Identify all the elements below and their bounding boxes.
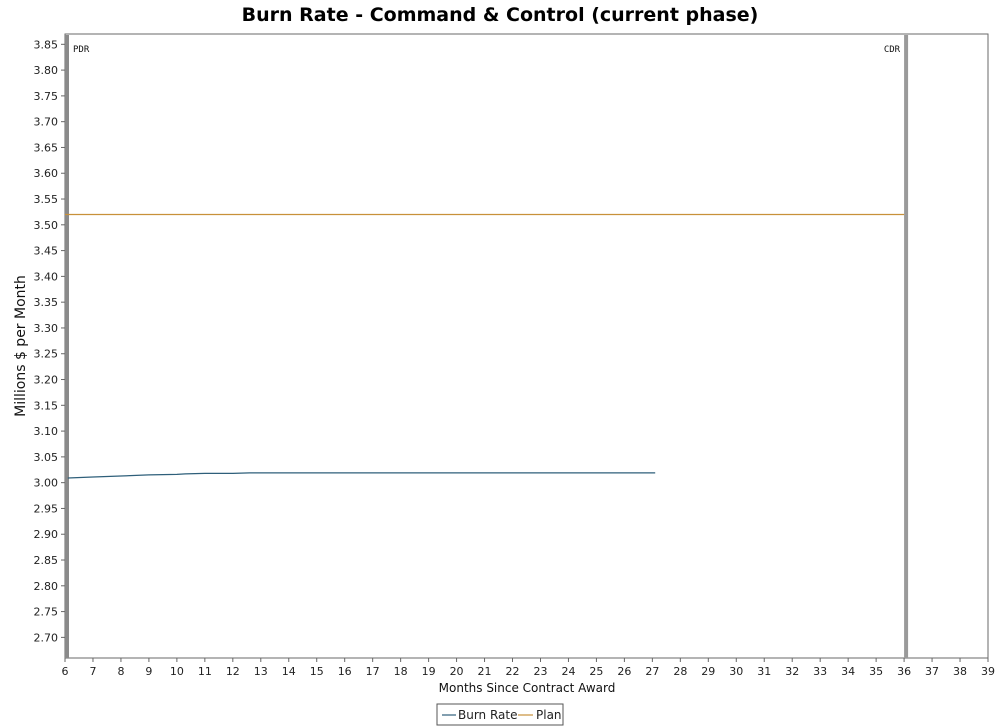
x-tick-label: 14 [282,665,296,678]
x-tick-label: 10 [170,665,184,678]
y-tick-label: 3.00 [34,477,59,490]
y-tick-label: 3.20 [34,374,59,387]
x-axis-label: Months Since Contract Award [439,681,616,695]
legend: Burn Rate Plan [436,703,564,726]
x-tick-label: 8 [117,665,124,678]
chart-title: Burn Rate - Command & Control (current p… [242,4,759,26]
x-tick-label: 19 [422,665,436,678]
plot-area [64,33,989,659]
y-axis-label: Millions $ per Month [13,275,29,417]
y-tick-label: 2.75 [34,606,59,619]
x-tick-label: 32 [785,665,799,678]
y-tick-label: 3.45 [34,245,59,258]
x-tick-label: 31 [757,665,771,678]
x-tick-label: 28 [673,665,687,678]
x-tick-label: 25 [589,665,603,678]
x-tick-label: 38 [953,665,967,678]
y-tick-label: 3.55 [34,193,59,206]
marker-cdr-label: CDR [884,45,901,55]
y-tick-label: 3.30 [34,322,59,335]
y-tick-label: 2.80 [34,580,59,593]
x-tick-label: 6 [62,665,69,678]
series-lines [65,213,905,479]
y-tick-label: 3.35 [34,296,59,309]
x-tick-label: 18 [394,665,408,678]
legend-label-burn-rate: Burn Rate [458,708,518,722]
y-tick-label: 3.85 [34,38,59,51]
x-tick-label: 7 [89,665,96,678]
x-tick-label: 22 [506,665,520,678]
y-tick-label: 3.05 [34,451,59,464]
y-tick-label: 3.75 [34,90,59,103]
y-tick-label: 2.70 [34,631,59,644]
x-tick-label: 9 [145,665,152,678]
marker-pdr-label: PDR [73,45,90,55]
legend-box [436,703,564,726]
x-tick-label: 34 [841,665,855,678]
y-axis: 2.70 2.75 2.80 2.85 2.90 2.95 3.00 3.05 3.10 3.15… [34,38,65,644]
x-tick-label: 15 [310,665,324,678]
y-tick-label: 3.10 [34,425,59,438]
x-tick-label: 24 [561,665,575,678]
x-tick-label: 30 [729,665,743,678]
x-tick-label: 27 [645,665,659,678]
y-tick-label: 3.25 [34,348,59,361]
legend-label-plan: Plan [536,708,562,722]
x-tick-label: 11 [198,665,212,678]
x-tick-label: 36 [897,665,911,678]
x-tick-label: 33 [813,665,827,678]
x-axis: 6 7 8 9 10 11 12 13 14 15 16 17 18 19 20 21 22 23 24 25 26 27… [62,658,995,678]
y-tick-label: 3.40 [34,270,59,283]
x-tick-label: 16 [338,665,352,678]
y-tick-label: 2.95 [34,502,59,515]
y-tick-label: 3.65 [34,141,59,154]
x-tick-label: 17 [366,665,380,678]
x-tick-label: 35 [869,665,883,678]
x-tick-label: 13 [254,665,268,678]
x-tick-label: 26 [617,665,631,678]
series-line-burn-rate [67,472,656,479]
y-tick-label: 3.50 [34,219,59,232]
milestone-markers: PDR CDR [65,35,909,658]
x-tick-label: 29 [701,665,715,678]
y-tick-label: 3.70 [34,116,59,129]
x-tick-label: 37 [925,665,939,678]
x-tick-label: 23 [533,665,547,678]
x-tick-label: 12 [226,665,240,678]
y-tick-label: 3.60 [34,167,59,180]
y-tick-label: 3.80 [34,64,59,77]
y-tick-label: 2.90 [34,528,59,541]
y-tick-label: 3.15 [34,399,59,412]
y-tick-label: 2.85 [34,554,59,567]
x-tick-label: 39 [981,665,995,678]
x-tick-label: 20 [450,665,464,678]
x-tick-label: 21 [478,665,492,678]
